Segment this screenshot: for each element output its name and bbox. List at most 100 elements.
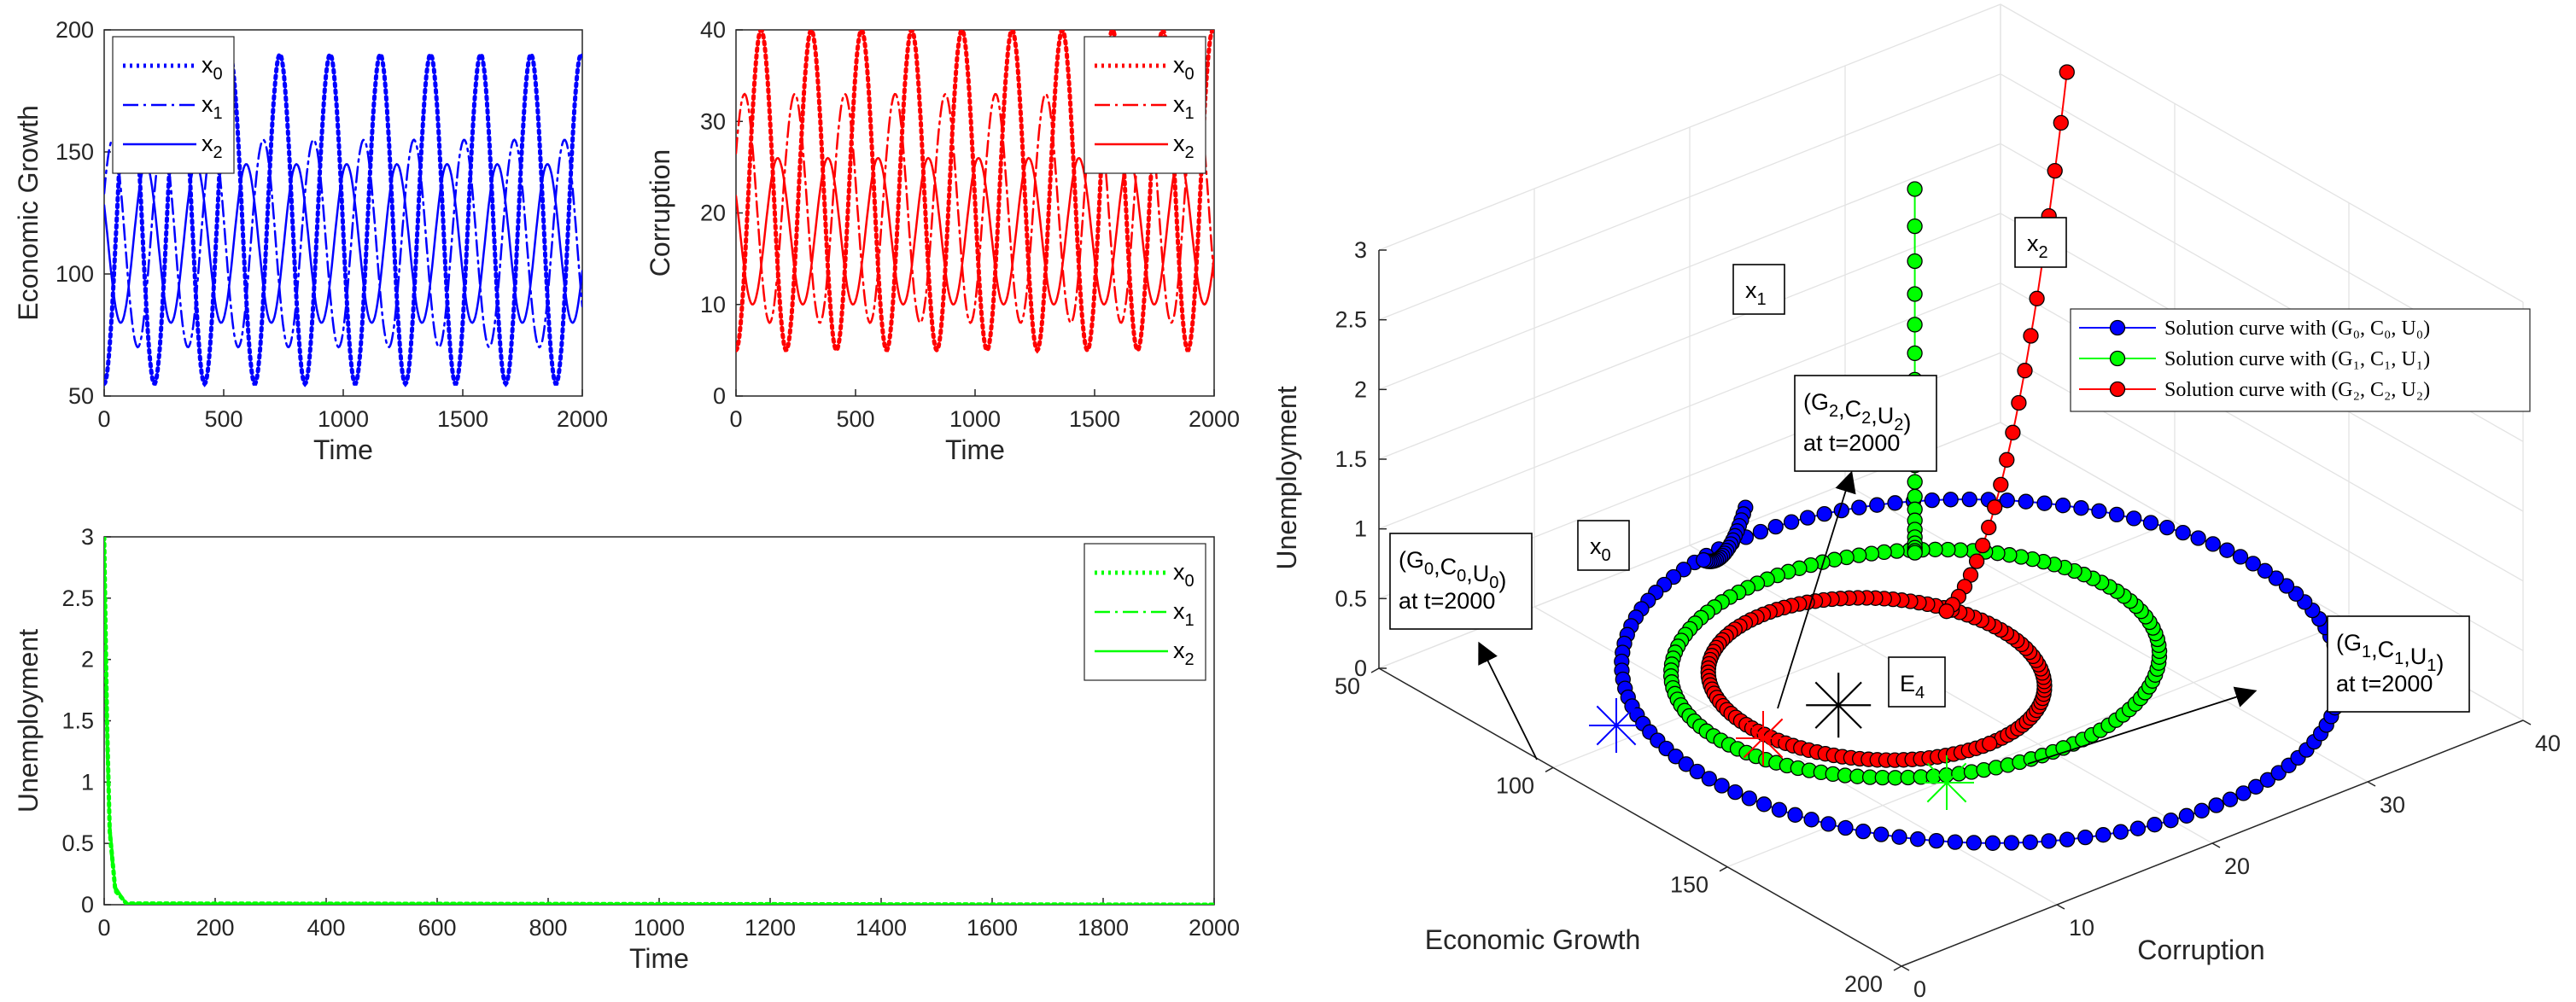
chart-phase3d: 50 100 150 200 0 10 20 30 40 0 0.5 1 1.5 2 2.5 3 Economi… [1271, 3, 2561, 1002]
y-tick-label: 10 [2069, 915, 2094, 941]
initial-point-label-2: x2 [2027, 230, 2048, 262]
x-tick-mark [1893, 965, 1902, 971]
cycle-marker [2129, 820, 2147, 836]
y-tick-label: 0 [713, 383, 726, 409]
cycle-marker [2003, 835, 2020, 851]
transient-marker [1696, 551, 1712, 568]
annotation-arrow-0 [1478, 641, 1538, 760]
x-tick-mark [1545, 766, 1554, 772]
cycle-marker [1668, 749, 1684, 765]
cycle-marker [2178, 807, 2195, 824]
y-tick-label: 2.5 [61, 585, 94, 611]
cycle-marker [2022, 834, 2038, 850]
cycle-marker [1701, 771, 1717, 787]
cycle-marker [2077, 829, 2094, 846]
transient-marker [2011, 394, 2027, 411]
cycle-marker [2091, 503, 2107, 519]
z-axis-label: Unemployment [1271, 386, 1302, 569]
x-tick-mark [1719, 866, 1728, 872]
legend: x0 x1 x2 [1084, 36, 1206, 174]
cycle-marker [2232, 549, 2249, 565]
x-tick-mark [1370, 667, 1380, 673]
cycle-marker [1783, 514, 1800, 530]
cycle-marker [1727, 784, 1744, 801]
cycle-marker [1837, 819, 1854, 836]
cycle-marker [1947, 834, 1963, 850]
end-point-star-0 [1589, 698, 1644, 753]
transient-marker [1974, 537, 1991, 554]
series-line-x0 [736, 30, 1214, 354]
legend: x0 x1 x2 [112, 36, 235, 174]
x-tick-label: 1000 [634, 915, 685, 941]
cycle-marker [1928, 832, 1945, 849]
grid-line [1378, 3, 2524, 303]
cycle-marker [2036, 495, 2053, 511]
cycle-marker [2245, 556, 2261, 572]
y-tick-mark [2367, 781, 2376, 787]
initial-point-label-0: x0 [1590, 533, 1611, 565]
cycle-marker [1982, 736, 1998, 752]
cycle-marker [1799, 510, 1816, 526]
cycle-marker [1787, 807, 1803, 823]
x-tick-label: 200 [196, 915, 234, 941]
y-tick-label: 0 [1913, 976, 1926, 1002]
cycle-marker [2073, 500, 2089, 516]
cycle-marker [2247, 778, 2264, 795]
cycle-marker [2018, 493, 2034, 510]
legend-label-x2: x2 [1173, 638, 1195, 669]
cycle-marker [1855, 823, 1872, 840]
x-tick-label: 1600 [967, 915, 1018, 941]
y-tick-label: 2 [81, 647, 94, 673]
grid-line [1533, 189, 2058, 906]
cycle-marker [2108, 506, 2125, 523]
x-tick-label: 1000 [949, 406, 1001, 432]
cycle-marker [2257, 562, 2273, 579]
x-tick-label: 0 [97, 406, 110, 432]
annotation-arrow-2 [1777, 470, 1856, 709]
annotation-line2-0: at t=2000 [1399, 588, 1495, 614]
y-tick-label: 1 [81, 769, 94, 795]
x-tick-label: 2000 [1189, 406, 1240, 432]
y-tick-label: 10 [700, 292, 726, 317]
transient-marker [1907, 253, 1923, 270]
transient-marker [2047, 162, 2063, 179]
cycle-marker [1966, 835, 1982, 851]
transient-marker [1907, 181, 1923, 197]
cycle-marker [2158, 519, 2176, 536]
cycle-marker [2190, 530, 2206, 546]
transient-line [1946, 72, 2068, 612]
cycle-marker [2163, 813, 2179, 829]
transient-marker [1993, 476, 2009, 493]
cycle-marker [2147, 817, 2163, 833]
x-tick-label: 1500 [437, 406, 488, 432]
legend-swatch-marker [2109, 350, 2126, 367]
y-tick-mark [1901, 965, 1910, 971]
equilibrium-label: E4 [1900, 671, 1925, 702]
transient-curve-2 [1938, 64, 2075, 620]
series-line-x1 [736, 92, 1214, 324]
annotation-line1-0: (G0,C0,U0) [1399, 547, 1506, 593]
x-tick-label: 200 [1844, 971, 1883, 997]
legend-label-x2: x2 [202, 131, 223, 162]
y-tick-label: 3 [81, 524, 94, 550]
legend-label-x1: x1 [1173, 91, 1195, 123]
cycle-marker [2041, 833, 2057, 849]
transient-marker [2053, 114, 2069, 131]
cycle-marker [2259, 772, 2276, 788]
x-tick-label: 600 [418, 915, 456, 941]
y-axis-label: Unemployment [13, 629, 44, 813]
annotation-box-0 [1389, 533, 1533, 630]
cycle-marker [1767, 518, 1784, 535]
cycle-marker [1924, 492, 1940, 509]
legend-label-x1: x1 [202, 91, 223, 123]
x-tick-label: 2000 [557, 406, 608, 432]
cycle-marker [2235, 785, 2252, 801]
x-tick-label: 500 [836, 406, 874, 432]
y-tick-label: 20 [700, 201, 726, 226]
legend-swatch-marker [2109, 381, 2126, 398]
transient-marker [2059, 64, 2075, 80]
series-line-x2 [104, 537, 1214, 905]
transient-marker [2005, 424, 2021, 440]
legend-label-2: Solution curve with (G₂, C₂, U₂) [2164, 379, 2430, 401]
